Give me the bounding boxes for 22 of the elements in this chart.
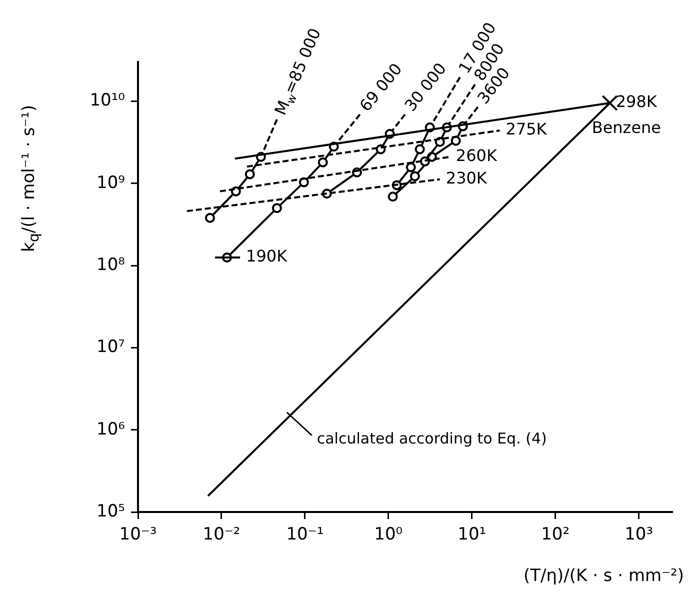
x-tick-label: 10⁻² [202, 524, 240, 545]
series-label: 260K [456, 146, 498, 166]
x-tick-label: 10⁰ [374, 524, 403, 545]
y-tick-label: 10⁷ [96, 337, 126, 358]
series-label: 275K [506, 120, 548, 139]
annotation: calculated according to Eq. (4) [316, 429, 547, 448]
x-tick-label: 10¹ [458, 524, 486, 545]
x-tick-label: 10³ [624, 524, 654, 545]
y-tick-label: 10⁸ [96, 254, 126, 275]
x-tick-label: 10⁻³ [119, 524, 157, 545]
series-label: 230K [446, 168, 488, 188]
y-tick-label: 10¹⁰ [90, 90, 126, 111]
series-label: 298K [616, 92, 658, 112]
y-tick-label: 10⁵ [96, 501, 125, 522]
x-tick-label: 10² [541, 524, 570, 545]
y-tick-label: 10⁶ [96, 419, 126, 440]
y-tick-label: 10⁹ [96, 172, 126, 193]
x-axis-title: (T/η)/(K · s · mm⁻²) [524, 566, 684, 586]
series-label: Benzene [592, 118, 662, 138]
series-label: 190K [246, 246, 288, 266]
text: Mw=85 000 [270, 25, 325, 118]
x-tick-label: 10⁻¹ [286, 524, 324, 545]
